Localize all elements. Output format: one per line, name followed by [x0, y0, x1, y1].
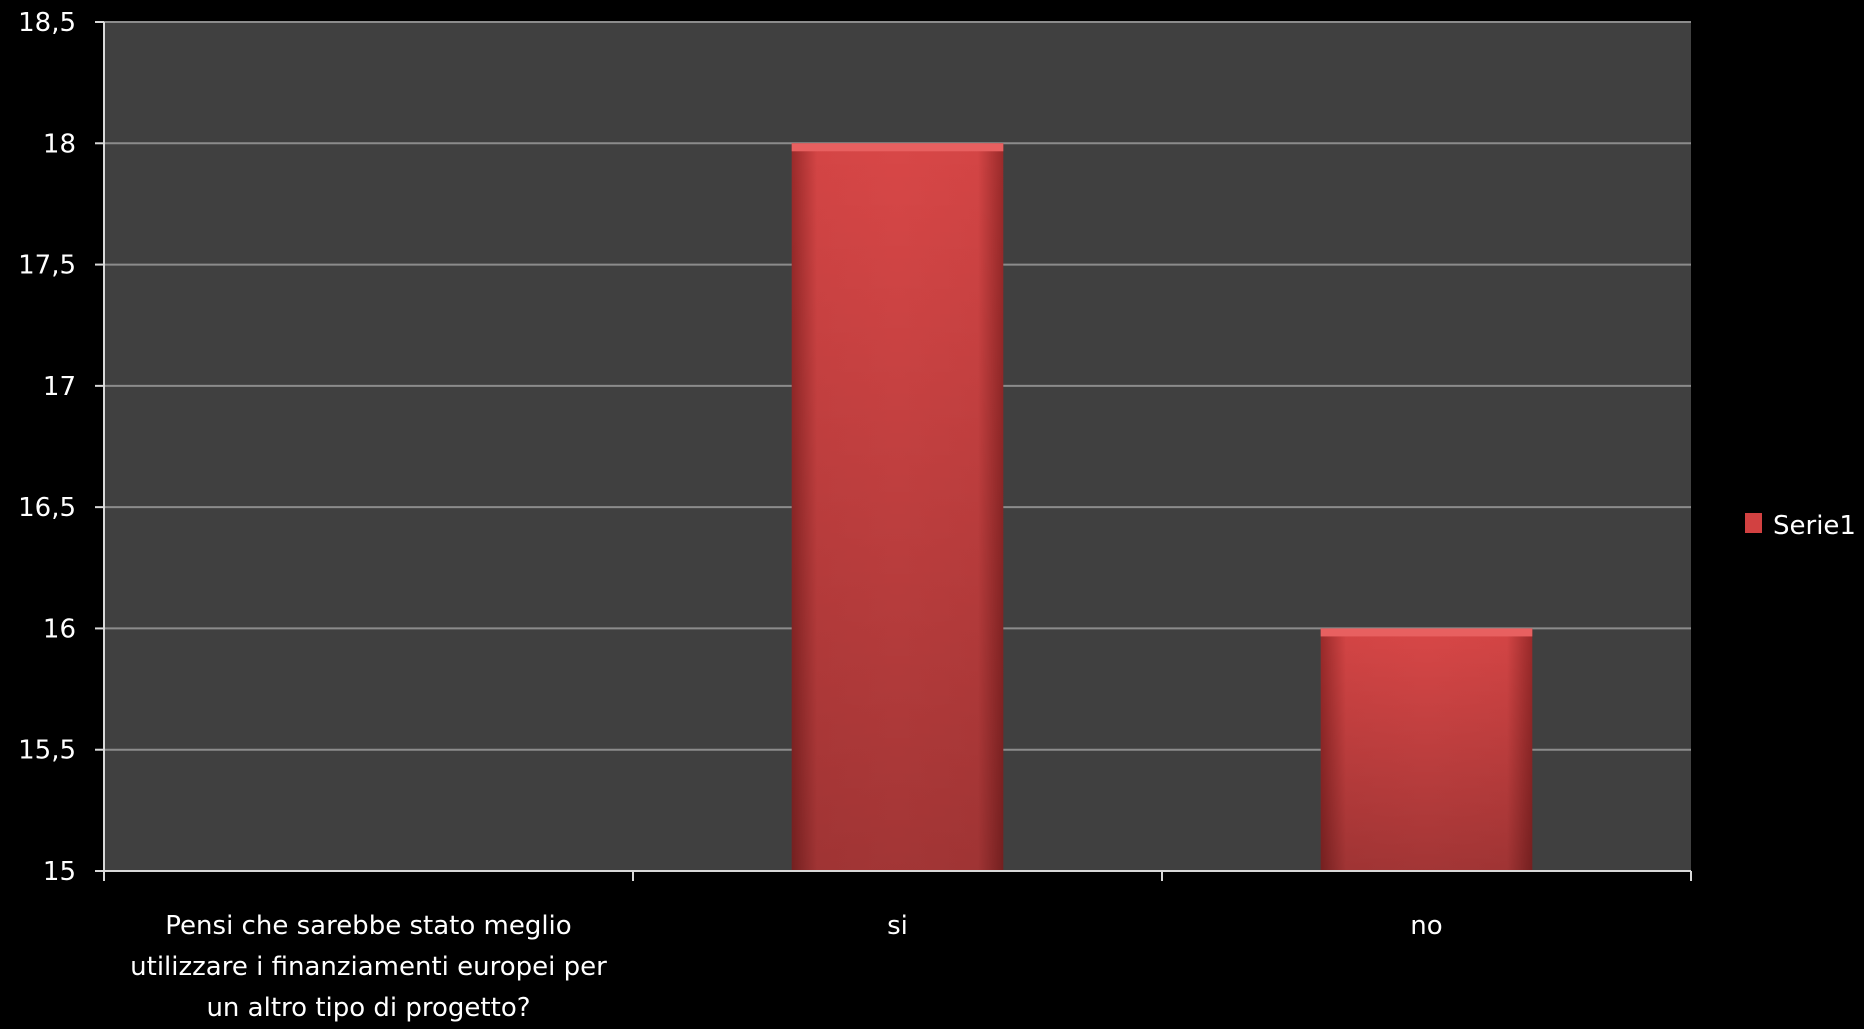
legend-swatch	[1745, 513, 1762, 533]
bar-top-bevel	[791, 143, 1004, 152]
y-tick-label: 15,5	[18, 736, 76, 766]
y-tick-label: 17,5	[18, 251, 76, 281]
x-category-label: si	[887, 911, 908, 941]
y-tick-label: 16	[43, 614, 76, 644]
bars	[791, 143, 1533, 872]
bar-shade	[791, 143, 1004, 872]
bar	[791, 143, 1004, 872]
y-tick-label: 18	[43, 129, 76, 159]
x-category-label: no	[1410, 911, 1443, 941]
bar	[1320, 628, 1533, 871]
y-tick-label: 15	[43, 857, 76, 887]
y-tick-label: 17	[43, 372, 76, 402]
y-tick-label: 18,5	[18, 8, 76, 38]
y-tick-label: 16,5	[18, 493, 76, 523]
bar-shade	[1320, 628, 1533, 871]
legend: Serie1	[1745, 511, 1856, 541]
y-axis-ticks: 15 15,5 16 16,5 17 17,5 18 18,5	[18, 8, 104, 887]
axes	[103, 22, 1692, 881]
bar-top-bevel	[1320, 628, 1533, 637]
legend-label: Serie1	[1773, 511, 1856, 541]
x-category-label: Pensi che sarebbe stato meglio utilizzar…	[130, 911, 607, 1023]
